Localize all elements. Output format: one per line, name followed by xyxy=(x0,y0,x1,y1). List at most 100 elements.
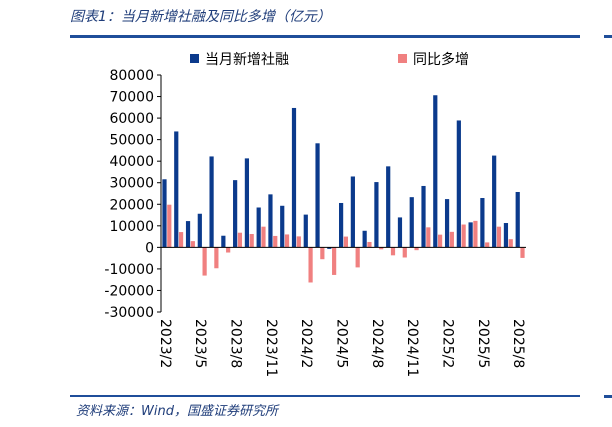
bar-new-financing xyxy=(409,197,414,248)
bar-yoy-change xyxy=(473,220,478,248)
x-tick-label: 2023/8 xyxy=(228,319,244,368)
bar-new-financing xyxy=(162,179,167,248)
y-tick-label: -30000 xyxy=(104,305,154,321)
bar-new-financing xyxy=(468,222,473,248)
bar-new-financing xyxy=(456,120,461,248)
bar-new-financing xyxy=(327,247,332,249)
bar-yoy-change xyxy=(296,236,301,248)
bar-yoy-change xyxy=(449,231,454,248)
bar-yoy-change xyxy=(249,234,254,248)
bar-new-financing xyxy=(503,223,509,248)
bar-new-financing xyxy=(185,221,191,248)
bar-yoy-change xyxy=(284,234,290,248)
legend-swatch-secondary xyxy=(398,54,407,63)
bar-yoy-change xyxy=(320,247,325,260)
bar-yoy-change xyxy=(355,247,360,268)
legend-label-primary: 当月新增社融 xyxy=(205,52,289,68)
bar-new-financing xyxy=(386,166,391,248)
x-tick-label: 2024/5 xyxy=(334,319,350,368)
y-tick-label: -10000 xyxy=(104,262,154,278)
bar-yoy-change xyxy=(190,241,195,248)
y-tick-label: 0 xyxy=(145,240,154,256)
bar-new-financing xyxy=(174,131,179,248)
y-tick-label: 60000 xyxy=(109,111,154,127)
y-tick-label: 80000 xyxy=(109,68,154,84)
bar-new-financing xyxy=(303,214,308,248)
bar-new-financing xyxy=(515,191,520,248)
source-note: 资料来源：Wind，国盛证券研究所 xyxy=(76,404,278,419)
bar-new-financing xyxy=(480,198,485,248)
bar-yoy-change xyxy=(332,247,337,275)
x-tick-label: 2025/8 xyxy=(510,319,526,368)
bar-new-financing xyxy=(339,202,344,248)
bars xyxy=(162,95,525,283)
bar-yoy-change xyxy=(379,247,384,250)
bar-yoy-change xyxy=(367,241,372,248)
bar-new-financing xyxy=(291,107,297,248)
bar-new-financing xyxy=(374,182,379,248)
bar-new-financing xyxy=(221,235,226,248)
figure-title: 图表1：当月新增社融及同比多增（亿元） xyxy=(70,9,331,25)
x-tick-label: 2023/5 xyxy=(192,319,208,368)
bar-new-financing xyxy=(244,158,250,248)
legend: 当月新增社融 同比多增 xyxy=(190,51,469,68)
bar-yoy-change xyxy=(520,247,525,258)
bar-yoy-change xyxy=(426,227,431,248)
bar-yoy-change xyxy=(226,247,231,253)
y-tick-label: 70000 xyxy=(109,90,154,106)
bar-yoy-change xyxy=(237,232,243,248)
edge-mark-top xyxy=(604,35,612,38)
bar-yoy-change xyxy=(214,247,219,269)
y-tick-label: 40000 xyxy=(109,154,154,170)
x-tick-label: 2023/2 xyxy=(157,319,173,368)
bar-yoy-change xyxy=(508,239,513,248)
bar-new-financing xyxy=(444,199,450,248)
legend-swatch-primary xyxy=(190,54,199,63)
edge-mark-bottom xyxy=(604,395,612,398)
bar-new-financing xyxy=(397,217,403,248)
x-tick-label: 2024/11 xyxy=(404,319,420,377)
x-tick-label: 2025/2 xyxy=(440,319,456,368)
y-tick-label: -20000 xyxy=(104,283,154,299)
bottom-rule xyxy=(70,395,580,397)
y-tick-label: 50000 xyxy=(109,133,154,149)
bar-yoy-change xyxy=(496,226,502,248)
y-tick-label: 10000 xyxy=(109,219,154,235)
bar-yoy-change xyxy=(202,247,207,276)
x-axis: 2023/2 2023/5 2023/8 2023/11 2024/2 2024/5 202… xyxy=(157,246,526,377)
bar-yoy-change xyxy=(461,224,466,248)
bar-new-financing xyxy=(433,95,438,248)
bar-new-financing xyxy=(209,156,214,248)
x-tick-label: 2025/5 xyxy=(475,319,491,368)
bar-new-financing xyxy=(492,155,497,248)
x-tick-label: 2023/11 xyxy=(263,319,279,377)
top-rule xyxy=(70,35,580,38)
y-tick-label: 20000 xyxy=(109,197,154,213)
bar-yoy-change xyxy=(437,234,443,248)
bar-new-financing xyxy=(256,207,261,248)
bar-yoy-change xyxy=(178,232,184,248)
bar-yoy-change xyxy=(390,247,396,256)
y-tick-label: 30000 xyxy=(109,176,154,192)
bar-yoy-change xyxy=(273,235,278,248)
bar-new-financing xyxy=(268,194,273,248)
bar-yoy-change xyxy=(167,204,172,248)
x-tick-label: 2024/8 xyxy=(369,319,385,368)
bar-yoy-change xyxy=(485,242,490,248)
bar-yoy-change xyxy=(343,236,348,248)
bar-yoy-change xyxy=(402,247,407,258)
bar-new-financing xyxy=(233,180,238,248)
bar-new-financing xyxy=(197,213,202,248)
bar-new-financing xyxy=(315,143,320,248)
y-axis: 80000 70000 60000 50000 40000 30000 20000 10000… xyxy=(104,68,162,321)
bar-yoy-change xyxy=(261,226,266,248)
bar-yoy-change xyxy=(414,247,419,251)
legend-label-secondary: 同比多增 xyxy=(413,51,469,68)
bar-new-financing xyxy=(350,176,355,248)
x-tick-label: 2024/2 xyxy=(298,319,314,368)
bar-yoy-change xyxy=(308,247,313,283)
bar-new-financing xyxy=(421,185,426,248)
bar-new-financing xyxy=(362,230,367,248)
bar-new-financing xyxy=(280,205,285,248)
